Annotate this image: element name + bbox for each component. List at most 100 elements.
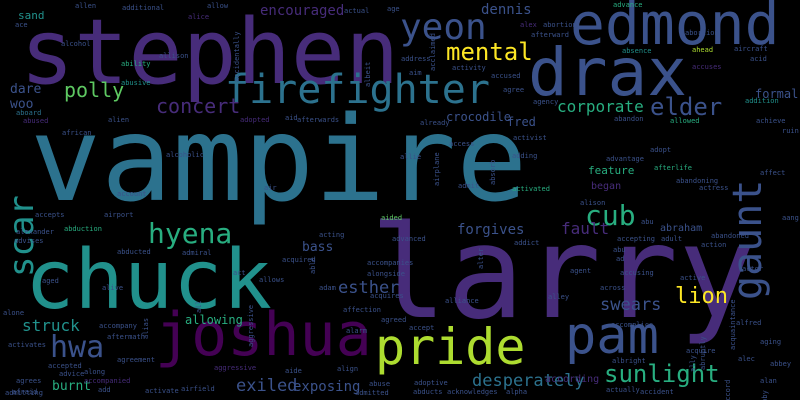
word-alcoholic: alcoholic [166, 151, 204, 159]
word-able: able [309, 256, 317, 274]
word-albright: albright [612, 357, 646, 365]
word-aggressive: aggressive [214, 364, 257, 372]
word-alliance: alliance [445, 297, 479, 305]
word-airfield: airfield [181, 385, 215, 393]
word-action: action [701, 241, 727, 249]
word-actually: actually [606, 386, 640, 394]
word-alarm: alarm [346, 327, 368, 335]
word-allison: allison [159, 52, 189, 60]
word-accusing: accusing [620, 269, 654, 277]
word-advantage: advantage [606, 155, 644, 163]
word-formal: formal [755, 87, 799, 101]
word-accompanied: accompanied [84, 377, 131, 385]
word-acknowledges: acknowledges [447, 388, 498, 396]
word-larry: larry [370, 199, 756, 348]
word-afraid: afraid [12, 388, 38, 396]
word-ruin: ruin [782, 127, 799, 135]
word-accident: accident [640, 388, 674, 396]
word-adopt: adopt [650, 146, 672, 154]
word-alcohol: alcohol [61, 40, 91, 48]
word-agreed: agreed [381, 316, 407, 324]
word-abusive: abusive [121, 79, 151, 87]
word-exiled: exiled [236, 376, 298, 396]
word-accused: accused [491, 72, 521, 80]
word-edmond: edmond [570, 0, 780, 58]
word-abandoning: abandoning [676, 177, 719, 185]
word-activist: activist [513, 134, 547, 142]
word-agreement: agreement [117, 356, 155, 364]
word-ahead: ahead [692, 46, 714, 54]
word-actual: actual [344, 7, 370, 15]
word-acquaintance: acquaintance [729, 299, 737, 351]
word-accompanies: accompanies [367, 259, 414, 267]
word-aim: aim [409, 69, 422, 77]
word-admiral: admiral [182, 249, 212, 257]
word-alan: alan [760, 377, 777, 385]
word-concert: concert [156, 94, 241, 118]
word-pam: pam [565, 306, 659, 366]
word-esther: esther [338, 278, 400, 298]
word-abbey: abbey [770, 360, 792, 368]
word-ace: ace [15, 21, 28, 29]
word-abruptly: abruptly [699, 335, 707, 370]
word-acclaimed: acclaimed [429, 32, 437, 71]
word-dare: dare [10, 82, 42, 97]
word-adding: adding [512, 152, 538, 160]
word-already: already [420, 119, 450, 127]
word-according: according [545, 374, 600, 385]
word-hyena: hyena [148, 217, 233, 250]
word-hwa: hwa [50, 330, 105, 365]
word-alexander: alexander [16, 228, 54, 236]
word-alongside: alongside [367, 270, 405, 278]
word-fault: fault [561, 219, 610, 238]
word-acquired: acquired [282, 256, 316, 264]
word-dennis: dennis [481, 2, 532, 18]
word-alison: alison [580, 199, 606, 207]
word-allowed: allowed [670, 117, 700, 125]
word-abortion: abortion [543, 21, 577, 29]
word-aang: aang [782, 214, 799, 222]
word-sunlight: sunlight [604, 360, 720, 388]
word-forgives: forgives [457, 222, 525, 238]
word-ability: ability [121, 60, 151, 68]
word-airport: airport [104, 211, 134, 219]
word-admit: admit [458, 182, 480, 190]
word-abby: abby [761, 389, 769, 400]
word-aide: aide [285, 367, 302, 375]
word-adoptive: adoptive [414, 379, 448, 387]
word-abortion: abortion [685, 29, 719, 37]
word-elder: elder [650, 93, 723, 121]
word-age: age [387, 5, 400, 13]
word-alien: alien [108, 116, 130, 124]
word-alive: alive [102, 284, 124, 292]
word-adult: adult [661, 235, 683, 243]
word-actress: actress [699, 184, 729, 192]
word-abandoned: abandoned [711, 232, 749, 240]
word-allows: allows [259, 276, 285, 284]
word-afterlife: afterlife [654, 164, 692, 172]
word-drax: drax [528, 34, 687, 111]
word-afterwards: afterwards [297, 116, 340, 124]
word-accept: accept [409, 324, 435, 332]
word-cub: cub [585, 199, 636, 232]
word-allie: allie [400, 153, 422, 161]
word-struck: struck [22, 316, 80, 335]
word-address: address [401, 55, 431, 63]
word-along: along [84, 368, 106, 376]
word-accidentally: accidentally [233, 31, 241, 83]
word-swears: swears [600, 295, 662, 315]
word-absence: absence [622, 47, 652, 55]
word-exposing: exposing [293, 379, 361, 395]
word-addition: addition [745, 97, 779, 105]
word-accepted: accepted [48, 362, 82, 370]
word-aged: aged [42, 277, 59, 285]
word-abuse: abuse [369, 380, 391, 388]
word-alec: alec [738, 355, 755, 363]
word-corporate: corporate [557, 97, 644, 116]
word-adam: adam [319, 284, 336, 292]
word-aging: aging [760, 338, 782, 346]
word-joshua: joshua [155, 300, 372, 370]
word-pride: pride [375, 318, 526, 376]
word-air: air [264, 184, 277, 192]
